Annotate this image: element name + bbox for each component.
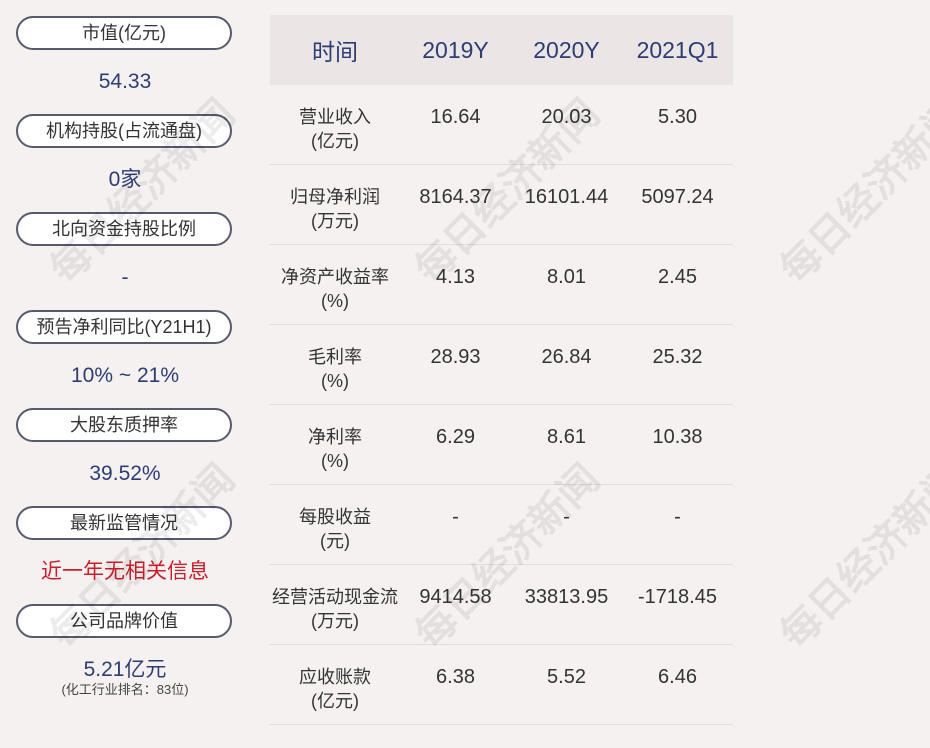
table-row: 净资产收益率 (%) 4.13 8.01 2.45: [270, 245, 733, 325]
cell-value: 5097.24: [641, 186, 714, 208]
northbound-ratio-label: 北向资金持股比例: [16, 212, 232, 246]
cell-value: 6.38: [436, 666, 475, 688]
row-label: 营业收入 (亿元): [299, 107, 371, 151]
cell-value: 6.29: [436, 426, 475, 448]
cell-value: 16.64: [430, 106, 481, 128]
cell-value: 4.13: [436, 266, 475, 288]
cell-value: -1718.45: [638, 586, 717, 608]
table-row: 毛利率 (%) 28.93 26.84 25.32: [270, 325, 733, 405]
row-label: 每股收益 (元): [299, 507, 371, 551]
cell-value: 8164.37: [419, 186, 492, 208]
cell-value: 26.84: [541, 346, 592, 368]
brand-value-label: 公司品牌价值: [16, 604, 232, 638]
cell-value: 5.52: [547, 666, 586, 688]
brand-value-value: 5.21亿元: [83, 658, 167, 681]
regulation-value: 近一年无相关信息: [41, 560, 209, 583]
table-row: 营业收入 (亿元) 16.64 20.03 5.30: [270, 85, 733, 165]
institution-holding-value: 0家: [108, 168, 142, 191]
northbound-ratio-value: -: [121, 266, 129, 289]
cell-value: 2.45: [658, 266, 697, 288]
cell-value: 5.30: [658, 106, 697, 128]
watermark: 每日经济新闻: [772, 91, 930, 293]
cell-value: 6.46: [658, 666, 697, 688]
table-row: 经营活动现金流 (万元) 9414.58 33813.95 -1718.45: [270, 565, 733, 645]
row-label: 毛利率 (%): [308, 347, 362, 391]
cell-value: 9414.58: [419, 586, 492, 608]
cell-value: 25.32: [652, 346, 703, 368]
cell-value: 33813.95: [524, 586, 609, 608]
row-label: 归母净利润 (万元): [290, 187, 380, 231]
pledge-ratio-label: 大股东质押率: [16, 408, 232, 442]
row-label: 应收账款 (亿元): [299, 667, 371, 711]
cell-value: 28.93: [430, 346, 481, 368]
table-row: 应收账款 (亿元) 6.38 5.52 6.46: [270, 645, 733, 725]
cell-value: -: [674, 506, 681, 528]
cell-value: -: [563, 506, 570, 528]
cell-value: -: [452, 506, 459, 528]
header-time: 时间: [312, 39, 358, 65]
header-2020y: 2020Y: [533, 36, 600, 63]
indicator-panel: 市值(亿元) 54.33 机构持股(占流通盘) 0家 北向资金持股比例 - 预告…: [0, 0, 250, 748]
row-label: 净资产收益率 (%): [281, 267, 389, 311]
profit-forecast-value: 10% ~ 21%: [71, 364, 179, 387]
table-row: 每股收益 (元) - - -: [270, 485, 733, 565]
market-cap-label: 市值(亿元): [16, 16, 232, 50]
watermark: 每日经济新闻: [772, 456, 930, 658]
cell-value: 16101.44: [524, 186, 609, 208]
financial-table: 时间 2019Y 2020Y 2021Q1 营业收入 (亿元) 16.64 20.…: [270, 15, 733, 725]
market-cap-value: 54.33: [98, 70, 152, 93]
table-row: 净利率 (%) 6.29 8.61 10.38: [270, 405, 733, 485]
profit-forecast-label: 预告净利同比(Y21H1): [16, 310, 232, 344]
pledge-ratio-value: 39.52%: [89, 462, 161, 485]
cell-value: 10.38: [652, 426, 703, 448]
cell-value: 8.01: [547, 266, 586, 288]
regulation-label: 最新监管情况: [16, 506, 232, 540]
cell-value: 8.61: [547, 426, 586, 448]
row-label: 净利率 (%): [308, 427, 362, 471]
header-2019y: 2019Y: [422, 36, 489, 63]
brand-rank-note: (化工行业排名：83位): [61, 682, 189, 697]
header-2021q1: 2021Q1: [636, 36, 719, 63]
row-label: 经营活动现金流 (万元): [272, 587, 398, 631]
table-header: 时间 2019Y 2020Y 2021Q1: [270, 15, 733, 85]
institution-holding-label: 机构持股(占流通盘): [16, 114, 232, 148]
table-row: 归母净利润 (万元) 8164.37 16101.44 5097.24: [270, 165, 733, 245]
cell-value: 20.03: [541, 106, 592, 128]
